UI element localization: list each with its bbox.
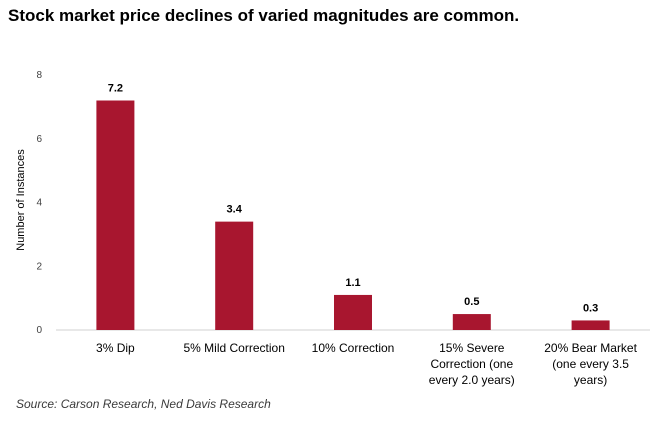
bar: [215, 221, 254, 330]
data-label: 0.5: [464, 296, 479, 308]
data-label: 1.1: [345, 277, 360, 289]
bars: [96, 100, 610, 330]
y-axis-label: Number of Instances: [15, 149, 27, 251]
source-note: Source: Carson Research, Ned Davis Resea…: [16, 397, 271, 411]
data-label: 3.4: [227, 204, 243, 216]
data-label: 0.3: [583, 302, 598, 314]
chart-title: Stock market price declines of varied ma…: [8, 6, 520, 25]
y-tick-label: 4: [36, 198, 42, 209]
category-label: 20% Bear Market (one every 3.5 years): [544, 341, 637, 387]
category-label: 5% Mild Correction: [184, 341, 285, 355]
data-label: 7.2: [108, 83, 123, 95]
y-tick-label: 6: [36, 134, 42, 145]
y-axis-ticks: 0 2 4 6 8: [36, 70, 42, 336]
y-tick-label: 0: [36, 325, 42, 336]
bar: [334, 294, 372, 330]
y-tick-label: 2: [36, 261, 42, 272]
category-label: 10% Correction: [312, 341, 395, 355]
bar: [571, 320, 610, 330]
category-label: 15% Severe Correction (one every 2.0 years…: [429, 341, 515, 387]
category-labels: 3% Dip 5% Mild Correction 10% Correction 15…: [96, 341, 638, 387]
data-labels: 7.2 3.4 1.1 0.5 0.3: [108, 83, 598, 315]
y-tick-label: 8: [36, 70, 42, 81]
category-label: 3% Dip: [96, 341, 135, 355]
bar: [96, 100, 135, 330]
bar: [452, 314, 491, 330]
